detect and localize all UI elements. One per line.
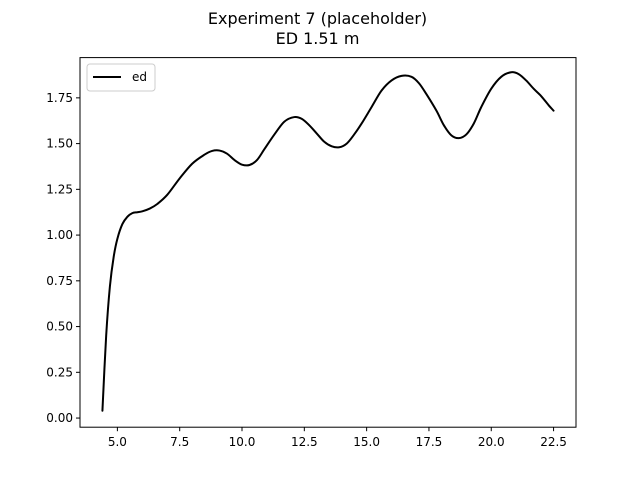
legend-label-ed: ed xyxy=(132,70,147,84)
x-axis-ticks: 5.0 7.5 10.0 12.5 15.0 17.5 20.0 22.5 xyxy=(108,427,567,449)
x-tick-label: 17.5 xyxy=(416,435,443,449)
plot-frame xyxy=(79,57,577,428)
chart-subtitle: ED 1.51 m xyxy=(276,29,360,48)
x-tick-label: 7.5 xyxy=(170,435,189,449)
x-tick-label: 10.0 xyxy=(229,435,256,449)
y-tick-label: 1.75 xyxy=(46,91,73,105)
x-tick-label: 5.0 xyxy=(108,435,127,449)
y-tick-label: 1.00 xyxy=(46,228,73,242)
x-tick-label: 20.0 xyxy=(478,435,505,449)
legend: ed xyxy=(86,63,156,92)
x-tick-label: 15.0 xyxy=(353,435,380,449)
x-tick-label: 22.5 xyxy=(540,435,567,449)
y-tick-label: 0.50 xyxy=(46,320,73,334)
y-tick-label: 0.00 xyxy=(46,411,73,425)
y-tick-label: 0.25 xyxy=(46,365,73,379)
y-tick-label: 1.50 xyxy=(46,137,73,151)
x-tick-label: 12.5 xyxy=(291,435,318,449)
y-axis-ticks: 0.00 0.25 0.50 0.75 1.00 1.25 1.50 1.75 xyxy=(46,91,80,425)
y-tick-label: 0.75 xyxy=(46,274,73,288)
series-line-ed xyxy=(101,71,555,412)
y-tick-label: 1.25 xyxy=(46,182,73,196)
chart-title: Experiment 7 (placeholder) xyxy=(208,9,427,28)
